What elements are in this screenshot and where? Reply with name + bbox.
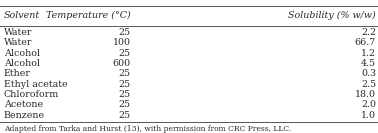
Text: 25: 25 [118, 90, 130, 99]
Text: 66.7: 66.7 [355, 38, 376, 47]
Text: 2.0: 2.0 [361, 100, 376, 109]
Text: Solvent: Solvent [4, 11, 40, 20]
Text: 1.2: 1.2 [361, 49, 376, 58]
Text: Temperature (°C): Temperature (°C) [46, 11, 130, 20]
Text: 25: 25 [118, 100, 130, 109]
Text: 1.0: 1.0 [361, 111, 376, 120]
Text: 600: 600 [112, 59, 130, 68]
Text: 100: 100 [112, 38, 130, 47]
Text: Acetone: Acetone [4, 100, 43, 109]
Text: Alcohol: Alcohol [4, 49, 40, 58]
Text: 2.2: 2.2 [361, 28, 376, 37]
Text: Alcohol: Alcohol [4, 59, 40, 68]
Text: Ether: Ether [4, 69, 31, 78]
Text: Chloroform: Chloroform [4, 90, 59, 99]
Text: 25: 25 [118, 69, 130, 78]
Text: Benzene: Benzene [4, 111, 45, 120]
Text: Solubility (% w/w): Solubility (% w/w) [288, 11, 376, 20]
Text: 2.5: 2.5 [361, 80, 376, 89]
Text: 25: 25 [118, 49, 130, 58]
Text: 25: 25 [118, 28, 130, 37]
Text: Ethyl acetate: Ethyl acetate [4, 80, 67, 89]
Text: Water: Water [4, 28, 32, 37]
Text: 25: 25 [118, 80, 130, 89]
Text: 0.3: 0.3 [361, 69, 376, 78]
Text: 18.0: 18.0 [355, 90, 376, 99]
Text: Water: Water [4, 38, 32, 47]
Text: 25: 25 [118, 111, 130, 120]
Text: Adapted from Tarka and Hurst (13), with permission from CRC Press, LLC.: Adapted from Tarka and Hurst (13), with … [4, 125, 291, 133]
Text: 4.5: 4.5 [361, 59, 376, 68]
